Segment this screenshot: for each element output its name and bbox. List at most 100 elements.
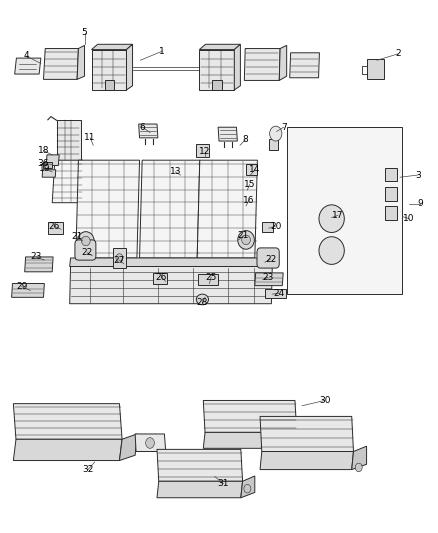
Circle shape [116,254,123,262]
Text: 11: 11 [85,133,96,142]
Text: 29: 29 [16,282,27,291]
Bar [269,139,279,150]
Bar [262,222,273,232]
FancyBboxPatch shape [75,240,96,260]
Polygon shape [352,446,367,470]
Polygon shape [43,49,78,79]
Polygon shape [218,127,237,141]
Polygon shape [260,451,353,470]
Text: 30: 30 [319,396,330,405]
Bar [113,248,126,268]
Bar [48,222,63,233]
Text: 25: 25 [205,273,217,281]
Polygon shape [52,160,83,203]
Polygon shape [92,50,127,90]
Polygon shape [12,284,44,297]
Polygon shape [70,258,272,266]
Text: 36: 36 [38,159,49,168]
Text: 20: 20 [270,222,282,231]
Polygon shape [76,160,140,258]
Text: 18: 18 [38,146,49,155]
Polygon shape [287,127,402,294]
Ellipse shape [78,232,94,251]
Bar [196,144,209,157]
Bar [57,120,81,160]
Bar [212,80,222,90]
Text: 10: 10 [403,214,415,223]
Text: 13: 13 [170,167,181,176]
Text: 1: 1 [159,47,165,55]
Polygon shape [140,160,200,258]
Ellipse shape [242,235,251,245]
Bar [105,80,114,90]
Polygon shape [290,53,319,78]
Ellipse shape [81,236,90,246]
Polygon shape [14,58,41,74]
Bar [385,206,397,220]
Polygon shape [139,124,158,138]
Polygon shape [203,432,297,448]
Ellipse shape [319,237,344,264]
Circle shape [244,484,251,493]
Polygon shape [367,59,384,79]
Text: 17: 17 [332,211,343,220]
Text: 22: 22 [265,255,276,263]
Bar [246,165,257,175]
Polygon shape [241,476,255,498]
Polygon shape [13,403,122,439]
Text: 22: 22 [81,248,93,257]
Polygon shape [135,434,166,451]
Polygon shape [244,49,280,80]
Text: 32: 32 [82,465,94,474]
Polygon shape [127,44,133,90]
Text: 28: 28 [197,298,208,307]
Ellipse shape [319,205,344,232]
Text: 8: 8 [242,135,248,144]
Text: 12: 12 [199,147,211,156]
Text: 15: 15 [244,180,255,189]
Polygon shape [157,481,243,498]
Bar [385,167,397,181]
Ellipse shape [196,294,208,305]
Polygon shape [260,416,353,451]
Text: 7: 7 [281,123,286,132]
Polygon shape [46,155,59,165]
Bar [198,274,218,285]
Bar [43,162,52,168]
Text: 3: 3 [415,171,420,180]
Circle shape [270,126,282,141]
Polygon shape [234,44,240,90]
Polygon shape [92,44,133,50]
Ellipse shape [238,231,254,249]
Polygon shape [120,434,137,461]
Text: 26: 26 [48,222,60,231]
FancyBboxPatch shape [257,248,279,268]
Text: 21: 21 [238,231,249,240]
Polygon shape [199,44,240,50]
Text: 23: 23 [31,253,42,261]
Text: 2: 2 [395,50,401,58]
Polygon shape [199,50,234,90]
Text: 16: 16 [243,196,254,205]
Text: 23: 23 [262,273,274,281]
Text: 31: 31 [218,479,229,488]
Bar [385,187,397,200]
Polygon shape [255,273,283,286]
Polygon shape [42,169,56,177]
Polygon shape [13,439,122,461]
Polygon shape [295,427,311,448]
Text: 26: 26 [155,273,167,281]
Text: 14: 14 [249,165,261,174]
Bar [265,289,286,298]
Polygon shape [203,400,297,432]
Text: 19: 19 [39,164,50,173]
Text: 4: 4 [23,52,29,60]
Circle shape [355,463,362,472]
Text: 9: 9 [417,199,423,208]
Text: 27: 27 [114,256,125,264]
Text: 5: 5 [81,28,88,37]
Text: 21: 21 [71,232,83,241]
Text: 6: 6 [140,123,145,132]
Circle shape [146,438,154,448]
Polygon shape [77,45,85,79]
